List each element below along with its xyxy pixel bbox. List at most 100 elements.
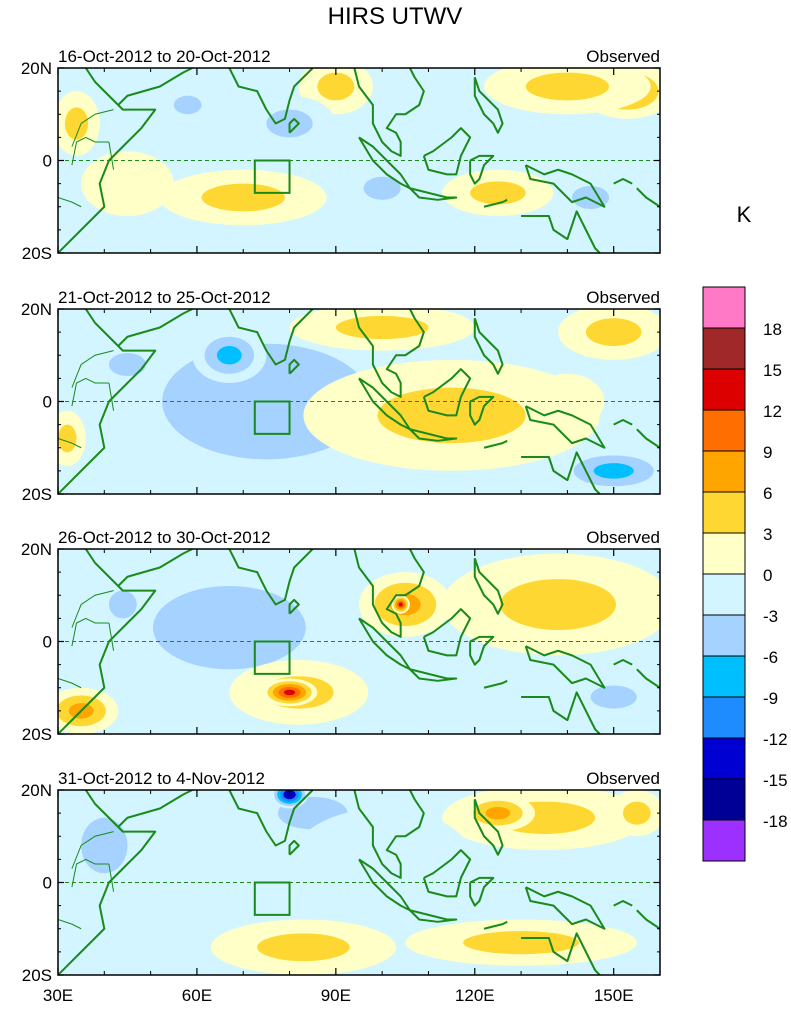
colorbar-label: -6 xyxy=(763,648,778,667)
region-box xyxy=(253,640,291,675)
coastline-9 xyxy=(469,395,495,426)
border-4 xyxy=(58,438,82,449)
anomaly-contour-6-5 xyxy=(398,602,403,607)
anomaly-contour-7-3 xyxy=(593,463,634,479)
border-1 xyxy=(71,377,109,407)
y-tick-label: 20S xyxy=(22,485,52,504)
colorbar-swatch-8 xyxy=(702,573,746,616)
coastline-7 xyxy=(409,187,458,201)
colorbar-swatch-11 xyxy=(702,696,746,739)
anomaly-contour-5-2 xyxy=(317,72,355,101)
coastline-10 xyxy=(473,317,504,375)
coastline-3 xyxy=(228,549,314,606)
colorbar: 18 15 12 9 6 3 0 -3 -6 -9 -12 -15 -18 xyxy=(702,286,788,862)
x-tick-label: 90E xyxy=(321,986,351,1005)
y-tick-label: 0 xyxy=(43,152,52,171)
anomaly-contour-2-2 xyxy=(201,183,285,212)
coastline-8 xyxy=(422,849,472,898)
colorbar-label: 18 xyxy=(763,320,782,339)
y-tick-label: 20S xyxy=(22,244,52,263)
coastline-10 xyxy=(473,557,504,615)
x-tick-label: 120E xyxy=(455,986,495,1005)
anomaly-contour-7-3 xyxy=(485,806,511,820)
colorbar-label: -3 xyxy=(763,607,778,626)
coastline-3 xyxy=(228,68,314,125)
coastline-11 xyxy=(524,886,606,930)
coastline-12 xyxy=(483,920,508,930)
coastline-13 xyxy=(521,451,601,494)
panel-label: Observed xyxy=(586,288,660,307)
anomaly-contour-4-2 xyxy=(64,107,89,140)
coastline-1 xyxy=(58,68,157,253)
colorbar-swatch-1 xyxy=(702,286,746,329)
coastline-10 xyxy=(473,798,504,856)
coastline-7 xyxy=(409,668,458,682)
border-1 xyxy=(71,617,109,647)
coastline-8 xyxy=(422,368,472,417)
colorbar-swatch-7 xyxy=(702,532,746,575)
panel-period: 26-Oct-2012 to 30-Oct-2012 xyxy=(58,528,271,547)
coastline-9 xyxy=(469,876,495,907)
border-2 xyxy=(108,382,115,411)
coastline-13 xyxy=(521,210,601,253)
coastline-1 xyxy=(58,309,157,494)
coastline-13 xyxy=(521,691,601,734)
colorbar-label: 6 xyxy=(763,484,772,503)
border-4 xyxy=(58,678,82,689)
coastline-10 xyxy=(473,76,504,134)
colorbar-label: 9 xyxy=(763,443,772,462)
colorbar-swatch-3 xyxy=(702,368,746,411)
border-2 xyxy=(108,863,115,892)
anomaly-contour-6-2 xyxy=(585,318,642,346)
x-tick-label: 150E xyxy=(594,986,634,1005)
coastline-11 xyxy=(524,645,606,689)
coastline-5 xyxy=(353,309,425,398)
anomaly-contour-12-2 xyxy=(173,95,202,115)
colorbar-label: 12 xyxy=(763,402,782,421)
colorbar-swatch-2 xyxy=(702,327,746,370)
anomaly-contour-5-2 xyxy=(335,315,429,340)
colorbar-label: 3 xyxy=(763,525,772,544)
x-tick-label: 30E xyxy=(43,986,73,1005)
colorbar-swatch-12 xyxy=(702,737,746,780)
panel-label: Observed xyxy=(586,769,660,788)
anomaly-contour-1-2 xyxy=(152,586,306,670)
coastline-15 xyxy=(636,428,660,449)
map-panel-2: 21-Oct-2012 to 25-Oct-2012 Observed 20N 0 20… xyxy=(21,288,661,504)
anomaly-contour-4-2 xyxy=(257,933,350,962)
colorbar-label: 0 xyxy=(763,566,772,585)
border-3 xyxy=(71,109,114,147)
region-box xyxy=(253,159,291,194)
border-3 xyxy=(71,831,114,869)
coastline-3 xyxy=(228,309,314,366)
panel-period: 16-Oct-2012 to 20-Oct-2012 xyxy=(58,47,271,66)
coastline-7 xyxy=(409,428,458,442)
colorbar-swatch-10 xyxy=(702,655,746,698)
coastline-15 xyxy=(636,909,660,930)
panel-label: Observed xyxy=(586,528,660,547)
y-tick-label: 20N xyxy=(21,59,52,78)
border-4 xyxy=(58,919,82,930)
y-tick-label: 20S xyxy=(22,725,52,744)
units-label: K xyxy=(737,202,752,227)
coastline-9 xyxy=(469,154,495,185)
coastline-7 xyxy=(409,909,458,923)
panel-period: 31-Oct-2012 to 4-Nov-2012 xyxy=(58,769,265,788)
coastline-12 xyxy=(483,198,508,208)
border-2 xyxy=(108,622,115,651)
coastline-2 xyxy=(117,790,193,828)
colorbar-swatch-9 xyxy=(702,614,746,657)
y-tick-label: 0 xyxy=(43,874,52,893)
map-panel-4: 31-Oct-2012 to 4-Nov-2012 Observed 20N 0 20S xyxy=(21,769,661,985)
colorbar-swatch-13 xyxy=(702,778,746,821)
coastline-2 xyxy=(117,549,193,587)
colorbar-label: -15 xyxy=(763,771,788,790)
colorbar-swatch-5 xyxy=(702,450,746,493)
anomaly-contour-11-1 xyxy=(530,373,605,430)
colorbar-label: -12 xyxy=(763,730,788,749)
border-3 xyxy=(71,350,114,388)
panel-period: 21-Oct-2012 to 25-Oct-2012 xyxy=(58,288,271,307)
y-tick-label: 20S xyxy=(22,966,52,985)
coastline-11 xyxy=(524,164,606,208)
border-3 xyxy=(71,590,114,628)
